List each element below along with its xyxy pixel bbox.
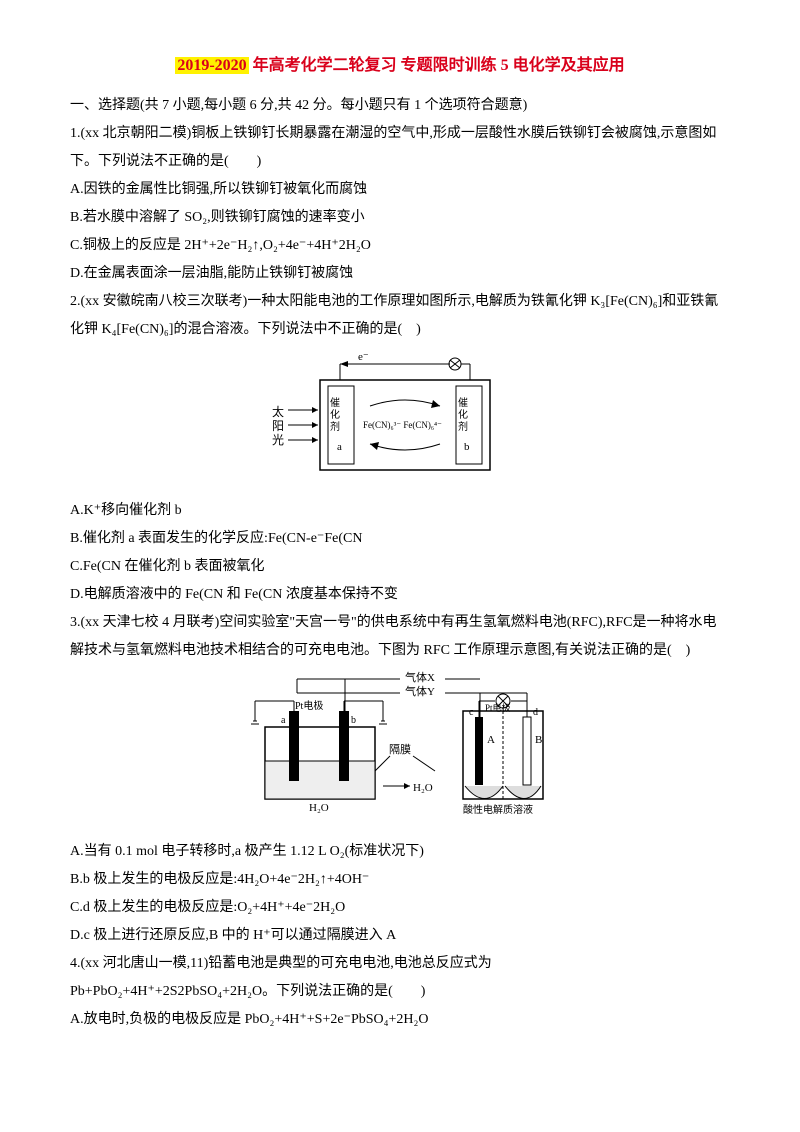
fig3-c: c: [469, 707, 474, 718]
svg-text:化: 化: [458, 408, 468, 421]
fig3-d: d: [533, 707, 538, 718]
q2-figure: e⁻ 催 化 剂 a 催 化 剂 b Fe(CN)₆³⁻ Fe(CN)₆⁴⁻: [70, 350, 730, 491]
svg-text:催: 催: [330, 396, 340, 409]
q4-eq: Pb+PbO₂+4H⁺+2S2PbSO₄+2H₂O。下列说法正确的是( ): [70, 978, 730, 1006]
fig3-gasx: 气体X: [405, 671, 435, 684]
question-1: 1.(xx 北京朝阳二模)铜板上铁铆钉长期暴露在潮湿的空气中,形成一层酸性水膜后…: [70, 120, 730, 288]
fig2-b: b: [464, 441, 470, 453]
fig3-b: b: [351, 715, 356, 726]
title-rest: 年高考化学二轮复习 专题限时训练 5 电化学及其应用: [249, 57, 625, 74]
fig3-h2o2: H₂O: [413, 782, 433, 794]
svg-text:化: 化: [330, 408, 340, 421]
q2-opt-d: D.电解质溶液中的 Fe(CN 和 Fe(CN 浓度基本保持不变: [70, 581, 730, 609]
q3-figure: 气体X 气体Y a b Pt电极 H₂O 隔膜 H₂O: [70, 671, 730, 832]
question-2: 2.(xx 安徽皖南八校三次联考)一种太阳能电池的工作原理如图所示,电解质为铁氰…: [70, 288, 730, 609]
q1-opt-c: C.铜极上的反应是 2H⁺+2e⁻H₂↑,O₂+4e⁻+4H⁺2H₂O: [70, 232, 730, 260]
fig3-h2o1: H₂O: [309, 802, 329, 814]
svg-text:阳: 阳: [272, 419, 284, 433]
q2-opt-b: B.催化剂 a 表面发生的化学反应:Fe(CN-e⁻Fe(CN: [70, 525, 730, 553]
q2-opt-a: A.K⁺移向催化剂 b: [70, 497, 730, 525]
svg-text:剂: 剂: [458, 420, 468, 433]
question-4: 4.(xx 河北唐山一模,11)铅蓄电池是典型的可充电电池,电池总反应式为 Pb…: [70, 950, 730, 1034]
q3-opt-b: B.b 极上发生的电极反应是:4H₂O+4e⁻2H₂↑+4OH⁻: [70, 866, 730, 894]
fig2-a: a: [337, 441, 342, 453]
q1-opt-b: B.若水膜中溶解了 SO₂,则铁铆钉腐蚀的速率变小: [70, 204, 730, 232]
q1-opt-d: D.在金属表面涂一层油脂,能防止铁铆钉被腐蚀: [70, 260, 730, 288]
page-title: 2019-2020 年高考化学二轮复习 专题限时训练 5 电化学及其应用: [70, 50, 730, 82]
q2-opt-c: C.Fe(CN 在催化剂 b 表面被氧化: [70, 553, 730, 581]
fig2-e-label: e⁻: [358, 351, 369, 363]
svg-text:太: 太: [272, 404, 284, 419]
question-3: 3.(xx 天津七校 4 月联考)空间实验室"天宫一号"的供电系统中有再生氢氧燃…: [70, 609, 730, 950]
fig3-B: B: [535, 734, 542, 746]
fig3-a: a: [281, 715, 286, 726]
fig3-mem: 隔膜: [389, 743, 411, 756]
q3-opt-a: A.当有 0.1 mol 电子转移时,a 极产生 1.12 L O₂(标准状况下…: [70, 838, 730, 866]
q1-stem: 1.(xx 北京朝阳二模)铜板上铁铆钉长期暴露在潮湿的空气中,形成一层酸性水膜后…: [70, 120, 730, 176]
q3-opt-c: C.d 极上发生的电极反应是:O₂+4H⁺+4e⁻2H₂O: [70, 894, 730, 922]
q1-opt-a: A.因铁的金属性比铜强,所以铁铆钉被氧化而腐蚀: [70, 176, 730, 204]
q3-stem: 3.(xx 天津七校 4 月联考)空间实验室"天宫一号"的供电系统中有再生氢氧燃…: [70, 609, 730, 665]
fig3-gasy: 气体Y: [405, 684, 435, 698]
fig3-acid: 酸性电解质溶液: [463, 803, 533, 816]
fig2-center: Fe(CN)₆³⁻ Fe(CN)₆⁴⁻: [363, 420, 442, 430]
q4-opt-a: A.放电时,负极的电极反应是 PbO₂+4H⁺+S+2e⁻PbSO₄+2H₂O: [70, 1006, 730, 1034]
svg-text:催: 催: [458, 396, 468, 409]
svg-text:剂: 剂: [330, 420, 340, 433]
q2-stem: 2.(xx 安徽皖南八校三次联考)一种太阳能电池的工作原理如图所示,电解质为铁氰…: [70, 288, 730, 344]
q4-stem: 4.(xx 河北唐山一模,11)铅蓄电池是典型的可充电电池,电池总反应式为: [70, 950, 730, 978]
fig3-A: A: [487, 734, 495, 746]
title-highlight: 2019-2020: [175, 57, 248, 74]
svg-text:光: 光: [272, 433, 284, 447]
fig3-pt1: Pt电极: [295, 699, 323, 712]
q3-opt-d: D.c 极上进行还原反应,B 中的 H⁺可以通过隔膜进入 A: [70, 922, 730, 950]
section-heading: 一、选择题(共 7 小题,每小题 6 分,共 42 分。每小题只有 1 个选项符…: [70, 92, 730, 120]
